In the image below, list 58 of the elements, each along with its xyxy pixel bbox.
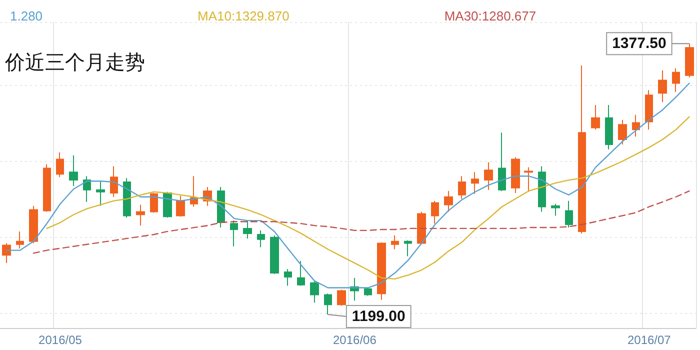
candlestick (605, 104, 613, 150)
candlestick (565, 200, 573, 228)
candlestick (56, 152, 64, 178)
text: 1.280 (10, 8, 43, 24)
candlestick (230, 220, 238, 247)
candlestick (364, 287, 372, 296)
candlestick (551, 203, 560, 216)
candlestick (136, 204, 145, 226)
candlestick (578, 65, 586, 234)
candlestick (391, 234, 399, 250)
candlestick (618, 119, 627, 146)
candlestick (672, 68, 680, 93)
annotation: 1377.50 (612, 35, 666, 52)
chart-title: 价近三个月走势 (4, 52, 145, 74)
candlestick (591, 104, 600, 130)
candlestick (176, 195, 185, 218)
candlestick (110, 166, 118, 198)
candlestick (658, 70, 667, 103)
candlestick (431, 200, 439, 224)
candlestick (16, 230, 24, 249)
candlestick (257, 230, 265, 248)
text: MA10:1329.870 (198, 8, 290, 24)
candlestick (458, 176, 466, 200)
candlestick (471, 172, 479, 194)
candlestick (83, 176, 91, 202)
candlestick (645, 90, 653, 130)
x-tick-label: 2016/06 (332, 333, 377, 347)
candlestick (444, 190, 453, 212)
candlestick (538, 166, 546, 212)
candlestick (632, 114, 640, 138)
candlestick (310, 280, 319, 304)
candlestick (123, 178, 131, 218)
candlestick (417, 211, 426, 244)
text: MA30:1280.677 (444, 8, 536, 24)
candlestick (29, 205, 38, 244)
candlestick (270, 234, 279, 274)
candlestick (404, 240, 412, 257)
candlestick (498, 132, 506, 192)
candlestick (43, 164, 51, 212)
candlestick (243, 220, 252, 239)
candlestick (324, 293, 332, 315)
candlestick (96, 180, 105, 206)
candlestick (284, 268, 292, 286)
candlestick (297, 260, 305, 286)
candlestick (217, 186, 225, 228)
x-tick-label: 2016/05 (38, 333, 82, 347)
candlestick (2, 242, 11, 264)
candlestick (163, 192, 172, 218)
candlestick (150, 192, 158, 214)
candlestick (69, 154, 78, 186)
candlestick (685, 43, 694, 78)
candlestick (377, 242, 386, 300)
x-tick-label: 2016/07 (627, 333, 672, 347)
annotation: 1199.00 (352, 308, 406, 325)
candlestick (484, 162, 493, 190)
candlestick (337, 289, 346, 306)
candlestick (524, 166, 533, 192)
candlestick (511, 156, 520, 194)
